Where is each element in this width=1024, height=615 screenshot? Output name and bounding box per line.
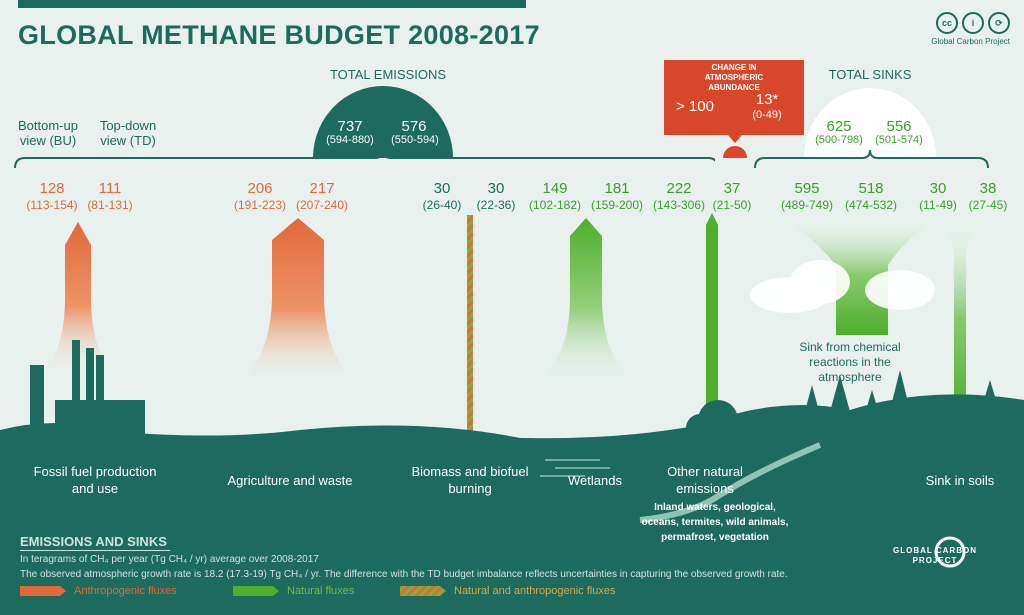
other-natural-bu-range: (143-306) bbox=[652, 198, 706, 212]
bu-label: Bottom-up view (BU) bbox=[18, 118, 78, 148]
legend-natural-label: Natural fluxes bbox=[287, 585, 355, 597]
change-bu: > 100 bbox=[676, 98, 714, 115]
wetlands-td-range: (159-200) bbox=[590, 198, 644, 212]
fossil-td-value: 111 bbox=[98, 180, 122, 197]
change-title: CHANGE IN ATMOSPHERIC ABUNDANCE bbox=[704, 63, 764, 92]
agriculture-td-value: 217 bbox=[309, 180, 335, 197]
legend-natural-arrow bbox=[233, 586, 279, 596]
other-natural-td-range: (21-50) bbox=[712, 198, 752, 212]
top-bar bbox=[18, 0, 526, 8]
legend-note-units: In teragrams of CH₄ per year (Tg CH₄ / y… bbox=[20, 554, 319, 565]
total-sinks-bu-range: (500-798) bbox=[815, 134, 863, 146]
total-emissions-dome bbox=[313, 86, 453, 158]
gcp-logo-icon bbox=[934, 536, 966, 568]
agriculture-bu-range: (191-223) bbox=[233, 198, 287, 212]
wetlands-label: Wetlands bbox=[568, 473, 622, 488]
biomass-td-range: (22-36) bbox=[476, 198, 516, 212]
total-sinks-dome bbox=[804, 88, 936, 158]
total-emissions-td-range: (550-594) bbox=[391, 134, 439, 146]
biomass-label: Biomass and biofuel burning bbox=[411, 464, 529, 496]
license-icons: cc i ⟳ bbox=[936, 12, 1010, 34]
legend-note-growth: The observed atmospheric growth rate is … bbox=[20, 569, 788, 580]
sinks-brace bbox=[754, 149, 989, 169]
other-natural-label: Other natural emissions bbox=[667, 464, 743, 496]
wetlands-plume bbox=[534, 218, 638, 385]
wetlands-bu-value: 149 bbox=[542, 180, 568, 197]
fossil-bu-range: (113-154) bbox=[26, 198, 78, 212]
change-box: CHANGE IN ATMOSPHERIC ABUNDANCE > 100 13… bbox=[664, 60, 804, 135]
forest-silhouette bbox=[686, 370, 1005, 442]
fossil-bu-value: 128 bbox=[39, 180, 65, 197]
total-sinks-td: 556 bbox=[886, 118, 912, 135]
total-sinks-td-range: (501-574) bbox=[875, 134, 923, 146]
soil-sink-bu-range: (11-49) bbox=[919, 198, 957, 212]
biomass-bu-range: (26-40) bbox=[422, 198, 462, 212]
total-sinks-bu: 625 bbox=[826, 118, 852, 135]
wetlands-td-value: 181 bbox=[604, 180, 630, 197]
wetlands-bu-range: (102-182) bbox=[528, 198, 582, 212]
other-natural-plume bbox=[706, 213, 718, 420]
cc-icon: cc bbox=[936, 12, 958, 34]
soil-sink-bu-value: 30 bbox=[929, 180, 947, 197]
soil-sink-td-value: 38 bbox=[979, 180, 997, 197]
share-alike-icon: ⟳ bbox=[988, 12, 1010, 34]
legend-anthropogenic-label: Anthropogenic fluxes bbox=[74, 585, 177, 597]
atmospheric-sink-funnel bbox=[782, 215, 938, 335]
atmospheric-sink-td-value: 518 bbox=[858, 180, 884, 197]
td-label: Top-down view (TD) bbox=[99, 118, 157, 148]
biomass-td-value: 30 bbox=[487, 180, 505, 197]
wetland-water bbox=[540, 459, 610, 477]
agriculture-label: Agriculture and waste bbox=[227, 473, 353, 488]
gcp-logo-text: GLOBAL CARBON PROJECT bbox=[893, 546, 977, 565]
river bbox=[639, 442, 822, 523]
legend-mixed-arrow bbox=[400, 586, 446, 596]
page-title: GLOBAL METHANE BUDGET 2008-2017 bbox=[18, 20, 540, 50]
atmospheric-sink-td-range: (474-532) bbox=[844, 198, 898, 212]
other-natural-bu-value: 222 bbox=[666, 180, 692, 197]
total-emissions-label: TOTAL EMISSIONS bbox=[329, 67, 447, 82]
soil-sink-funnel bbox=[932, 215, 988, 420]
factory-silhouette bbox=[30, 340, 145, 435]
credit-text: Global Carbon Project bbox=[931, 37, 1010, 46]
agriculture-td-range: (207-240) bbox=[295, 198, 349, 212]
atmospheric-sink-bu-range: (489-749) bbox=[780, 198, 834, 212]
total-sinks-label: TOTAL SINKS bbox=[828, 67, 912, 82]
biomass-plume bbox=[467, 215, 473, 435]
fossil-fuel-plume bbox=[36, 222, 120, 375]
change-td: 13* bbox=[755, 91, 779, 108]
other-natural-td-value: 37 bbox=[723, 180, 741, 197]
soil-sink-td-range: (27-45) bbox=[968, 198, 1008, 212]
legend-divider bbox=[20, 550, 170, 551]
soil-sink-label: Sink in soils bbox=[925, 473, 995, 488]
change-box-pointer bbox=[728, 135, 742, 143]
legend-mixed-label: Natural and anthropogenic fluxes bbox=[454, 585, 616, 597]
other-natural-sublabel: Inland waters, geological, oceans, termi… bbox=[641, 502, 789, 543]
emissions-brace bbox=[14, 149, 719, 169]
legend-anthropogenic-arrow bbox=[20, 586, 66, 596]
agriculture-plume bbox=[236, 218, 360, 385]
fossil-fuel-label: Fossil fuel production and use bbox=[33, 464, 157, 496]
total-emissions-bu-range: (594-880) bbox=[326, 134, 374, 146]
agriculture-bu-value: 206 bbox=[247, 180, 273, 197]
change-td-range: (0-49) bbox=[752, 109, 782, 121]
legend-title: EMISSIONS AND SINKS bbox=[20, 534, 167, 549]
biomass-bu-value: 30 bbox=[433, 180, 451, 197]
total-emissions-td: 576 bbox=[401, 118, 427, 135]
total-emissions-bu: 737 bbox=[337, 118, 363, 135]
atmospheric-sink-bu-value: 595 bbox=[794, 180, 820, 197]
atmospheric-sink-label: Sink from chemical reactions in the atmo… bbox=[799, 340, 901, 384]
fossil-td-range: (81-131) bbox=[87, 198, 133, 212]
ground-silhouette bbox=[0, 394, 1024, 615]
attribution-icon: i bbox=[962, 12, 984, 34]
